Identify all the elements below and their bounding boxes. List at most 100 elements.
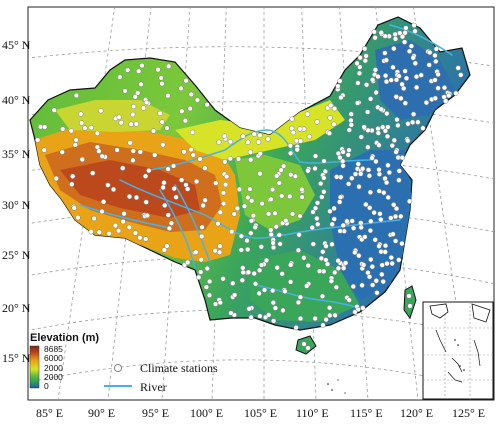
climate-station-marker [314, 200, 321, 206]
climate-station-marker [323, 243, 329, 249]
climate-station-marker [410, 55, 416, 61]
climate-station-marker [406, 198, 413, 204]
climate-station-marker [199, 233, 205, 240]
climate-station-marker [365, 144, 371, 150]
climate-station-marker [212, 248, 218, 254]
climate-station-marker [373, 158, 379, 165]
climate-station-marker [188, 146, 194, 153]
climate-station-marker [96, 148, 102, 154]
climate-station-marker [405, 138, 411, 144]
mekong-river [174, 184, 211, 263]
climate-station-marker [193, 249, 199, 255]
climate-station-marker [401, 39, 408, 45]
climate-station-marker [162, 202, 168, 209]
climate-station-marker [369, 77, 376, 83]
climate-station-marker [213, 180, 219, 186]
climate-station-marker [408, 43, 415, 49]
climate-station-marker [395, 122, 401, 129]
climate-station-marker [276, 180, 282, 186]
climate-station-marker [415, 119, 421, 125]
climate-station-marker [184, 186, 191, 192]
climate-station-marker [398, 213, 404, 220]
climate-station-marker [379, 271, 385, 278]
climate-station-marker [112, 222, 119, 229]
climate-station-marker [310, 209, 316, 215]
climate-station-marker [401, 85, 407, 92]
climate-station-marker [399, 155, 405, 161]
climate-station-marker [318, 255, 325, 262]
climate-station-marker [301, 341, 307, 347]
climate-station-marker [369, 282, 376, 288]
climate-station-marker [270, 300, 276, 306]
climate-station-marker [384, 133, 391, 140]
climate-station-marker [316, 268, 323, 274]
climate-station-marker [249, 198, 255, 204]
climate-station-marker [270, 244, 277, 251]
climate-station-marker [295, 299, 302, 306]
climate-station-marker [247, 149, 254, 155]
climate-station-marker [217, 243, 223, 249]
climate-station-marker [269, 186, 276, 193]
climate-station-marker [130, 157, 136, 163]
climate-station-marker [42, 124, 48, 130]
climate-station-marker [389, 260, 395, 267]
lon-label-120: 120° E [400, 406, 433, 420]
climate-station-marker [155, 67, 161, 73]
climate-station-marker [189, 129, 196, 135]
climate-station-marker [144, 212, 150, 219]
yangtze-river [119, 179, 401, 239]
legend-scale-3: 2000 [44, 363, 63, 373]
climate-station-marker [244, 237, 250, 244]
climate-station-marker [135, 90, 141, 96]
climate-station-marker [326, 305, 333, 311]
climate-station-marker [143, 99, 150, 106]
climate-station-marker [349, 175, 355, 181]
legend-title: Elevation (m) [30, 332, 99, 344]
climate-station-marker [202, 165, 208, 171]
climate-station-marker [221, 133, 228, 139]
climate-station-marker [363, 53, 369, 59]
climate-station-marker [293, 324, 299, 331]
climate-station-marker [305, 345, 311, 351]
climate-station-marker [361, 124, 367, 130]
climate-station-marker [196, 274, 202, 280]
legend-river-label: River [140, 380, 167, 394]
climate-station-marker [337, 199, 343, 205]
climate-station-marker [114, 147, 120, 153]
south-china-sea-inset [422, 301, 494, 400]
climate-station-marker [289, 211, 296, 217]
climate-station-marker [268, 196, 274, 202]
climate-station-marker [160, 184, 166, 191]
climate-station-marker [127, 140, 133, 146]
lon-label-115: 115° E [350, 406, 383, 420]
climate-station-marker [227, 139, 234, 145]
climate-station-marker [132, 230, 139, 236]
amur-river [389, 24, 453, 56]
climate-station-marker [394, 116, 400, 123]
lon-label-85: 85° E [36, 406, 63, 420]
climate-station-marker [256, 290, 262, 297]
climate-station-marker [98, 108, 104, 114]
climate-station-marker [165, 166, 171, 172]
climate-station-marker [410, 111, 417, 117]
climate-station-marker [349, 218, 355, 224]
climate-station-marker [91, 215, 97, 222]
climate-station-marker [173, 194, 179, 200]
climate-station-marker [277, 241, 283, 247]
climate-station-marker [342, 260, 349, 266]
climate-station-marker [152, 152, 158, 158]
climate-station-marker [73, 137, 79, 143]
climate-station-marker [372, 67, 379, 73]
climate-station-marker [358, 171, 364, 177]
climate-station-marker [238, 233, 245, 239]
climate-station-marker [407, 303, 413, 309]
climate-station-marker [403, 25, 409, 31]
climate-station-marker [443, 98, 449, 104]
climate-station-marker [331, 121, 337, 127]
climate-station-marker [60, 126, 66, 132]
climate-station-marker [396, 257, 402, 263]
climate-station-marker [366, 274, 373, 280]
climate-station-marker [188, 91, 194, 98]
climate-station-marker [432, 77, 438, 83]
climate-station-marker [202, 197, 208, 203]
